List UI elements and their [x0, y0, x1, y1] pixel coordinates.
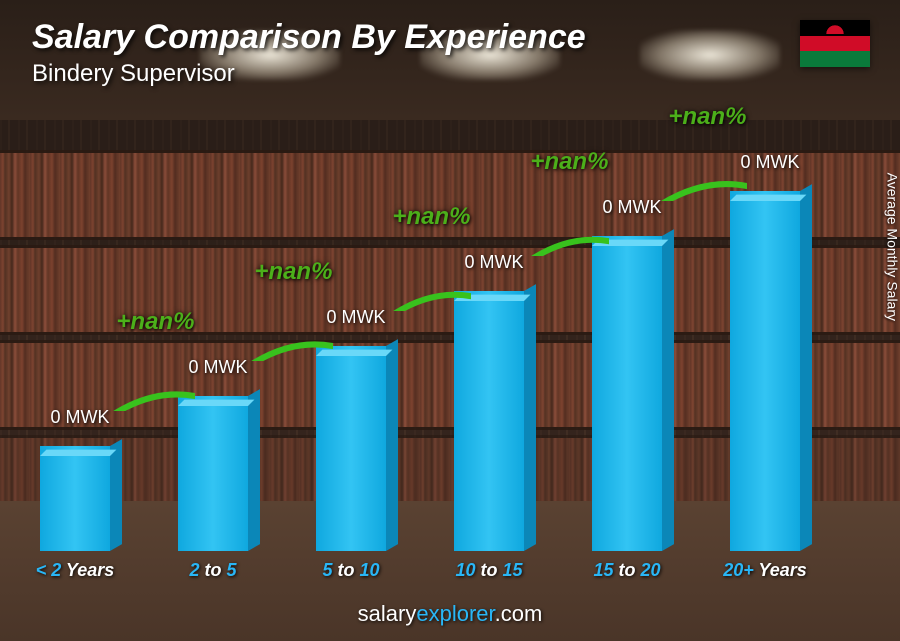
bar-side: [524, 284, 536, 551]
bar-top: [316, 350, 392, 356]
x-axis-label: 5 to 10: [291, 560, 411, 581]
bar-side: [800, 184, 812, 551]
percent-change-label: +nan%: [530, 148, 608, 176]
bar-side: [662, 229, 674, 551]
x-axis-label: 10 to 15: [429, 560, 549, 581]
bar: [40, 446, 110, 551]
chart-title: Salary Comparison By Experience: [32, 18, 586, 57]
percent-change-label: +nan%: [116, 308, 194, 336]
footer-attribution: salaryexplorer.com: [358, 601, 543, 627]
bar: [454, 291, 524, 551]
bar-front: [316, 346, 386, 551]
bar: [316, 346, 386, 551]
bar-front: [454, 291, 524, 551]
chart-subtitle: Bindery Supervisor: [32, 60, 235, 88]
bar: [592, 236, 662, 551]
footer-text: salary: [358, 601, 417, 626]
x-axis-label: < 2 Years: [15, 560, 135, 581]
bar-front: [592, 236, 662, 551]
flag-stripe-red: [800, 36, 870, 52]
bar-front: [40, 446, 110, 551]
footer-text: .com: [495, 601, 543, 626]
flag-stripe-green: [800, 51, 870, 67]
bar-value-label: 0 MWK: [20, 407, 140, 428]
bar-value-label: 0 MWK: [710, 152, 830, 173]
country-flag-malawi: [800, 20, 870, 67]
bar-chart: < 2 Years0 MWK2 to 50 MWK+nan%5 to 100 M…: [30, 100, 850, 581]
bar-top: [454, 295, 530, 301]
bar-side: [248, 389, 260, 551]
bar-side: [110, 439, 122, 551]
bar-front: [178, 396, 248, 551]
percent-change-label: +nan%: [392, 203, 470, 231]
x-axis-label: 2 to 5: [153, 560, 273, 581]
bar-value-label: 0 MWK: [572, 197, 692, 218]
bar-top: [178, 400, 254, 406]
bar-value-label: 0 MWK: [434, 252, 554, 273]
x-axis-label: 20+ Years: [705, 560, 825, 581]
percent-change-label: +nan%: [254, 258, 332, 286]
bar-top: [730, 195, 806, 201]
bg-light: [640, 30, 780, 80]
bar: [178, 396, 248, 551]
bar-top: [40, 450, 116, 456]
y-axis-label: Average Monthly Salary: [884, 172, 900, 320]
bar: [730, 191, 800, 551]
footer-text: explorer: [416, 601, 494, 626]
bar-side: [386, 339, 398, 551]
bar-front: [730, 191, 800, 551]
bar-value-label: 0 MWK: [296, 307, 416, 328]
percent-change-label: +nan%: [668, 103, 746, 131]
bar-value-label: 0 MWK: [158, 357, 278, 378]
x-axis-label: 15 to 20: [567, 560, 687, 581]
bar-top: [592, 240, 668, 246]
